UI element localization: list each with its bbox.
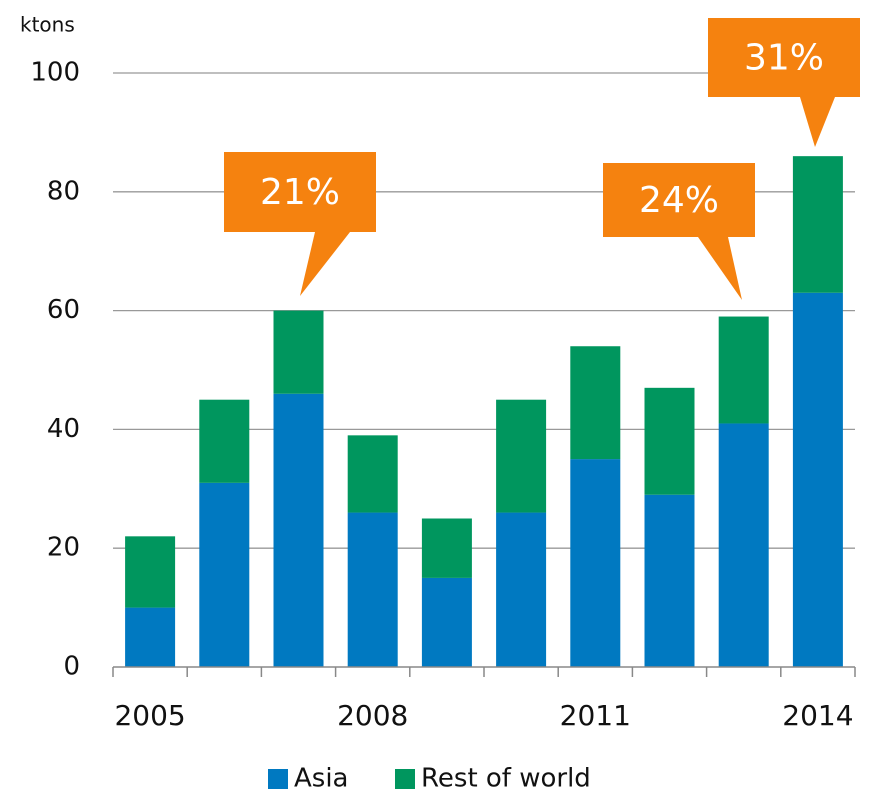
callout (224, 152, 376, 296)
y-tick-label: 100 (30, 58, 80, 88)
legend-swatch (395, 769, 415, 789)
x-tick-label: 2011 (560, 699, 631, 732)
bar-segment (496, 512, 547, 667)
bar-segment (792, 156, 843, 293)
x-tick-label: 2008 (337, 699, 408, 732)
bar-segment (199, 482, 250, 667)
legend-label: Rest of world (421, 764, 591, 794)
x-tick-label: 2014 (782, 699, 853, 732)
bar-segment (347, 435, 398, 513)
y-tick-label: 0 (63, 652, 80, 682)
bar-segment (347, 512, 398, 667)
bar-segment (125, 607, 176, 667)
x-tick-label: 2005 (114, 699, 185, 732)
y-tick-label: 20 (47, 533, 80, 563)
legend-label: Asia (294, 764, 349, 794)
bar-segment (644, 494, 695, 667)
bar-segment (570, 346, 621, 460)
bar-segment (644, 387, 695, 495)
y-tick-label: 80 (47, 176, 80, 206)
callout-label: 24% (639, 180, 719, 221)
y-tick-label: 40 (47, 414, 80, 444)
bar-segment (570, 459, 621, 667)
bar-segment (496, 399, 547, 513)
y-axis-label: ktons (20, 13, 75, 37)
bar-segment (792, 292, 843, 667)
bar-segment (421, 518, 472, 578)
callout (708, 18, 860, 147)
bar-segment (718, 316, 769, 424)
callout-label: 21% (260, 172, 340, 213)
legend-swatch (268, 769, 288, 789)
bar-segment (125, 536, 176, 608)
bar-segment (199, 399, 250, 483)
bar-segment (273, 310, 324, 394)
bar-segment (718, 423, 769, 667)
callout-label: 31% (744, 38, 824, 79)
bar-segment (421, 577, 472, 667)
callout (603, 163, 755, 300)
bar-segment (273, 393, 324, 667)
y-tick-label: 60 (47, 295, 80, 325)
